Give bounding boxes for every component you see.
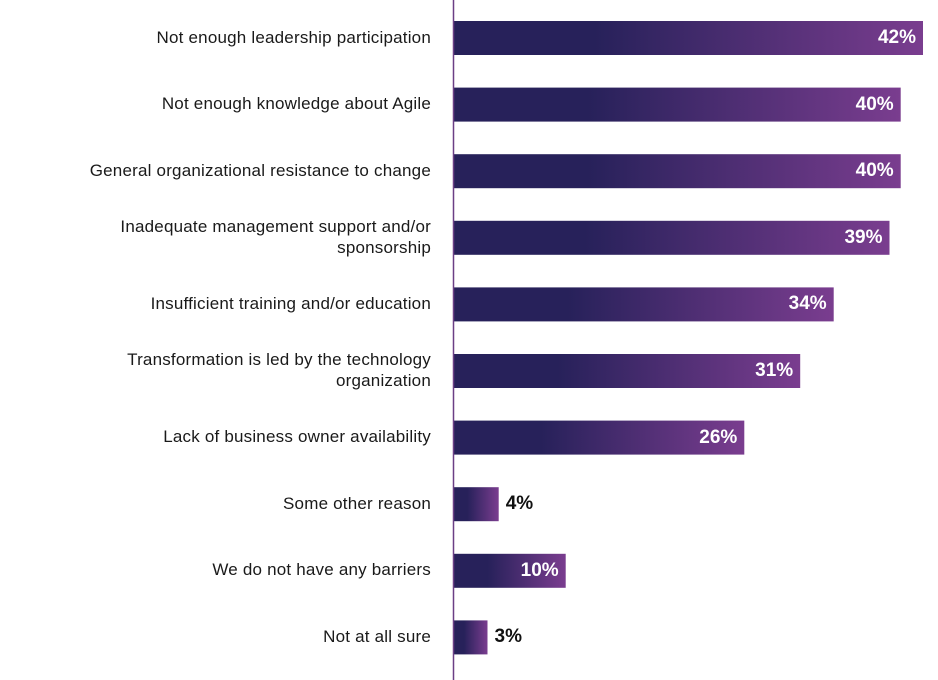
value-label: 26%: [699, 426, 738, 448]
category-label-line: Not enough knowledge about Agile: [161, 94, 431, 114]
category-label: Inadequate management support and/or spon…: [11, 216, 431, 258]
value-label: 4%: [505, 493, 534, 515]
category-label: Not enough knowledge about Agile: [11, 93, 431, 114]
value-label: 3%: [494, 626, 522, 648]
value-label: 42%: [877, 27, 916, 48]
category-label: Some other reason: [11, 493, 431, 514]
value-label: 39%: [844, 226, 883, 248]
bar: [454, 354, 801, 388]
bar: [454, 620, 488, 655]
category-label-line: sponsorship: [337, 237, 431, 257]
category-label-line: Inadequate management support and/or: [120, 216, 431, 236]
category-label-line: Some other reason: [283, 493, 431, 513]
category-label: Not enough leadership participation: [11, 27, 431, 48]
category-label: Lack of business owner availability: [11, 426, 431, 447]
bar: [454, 420, 745, 455]
bars-group: [454, 21, 923, 655]
category-label-line: General organizational resistance to cha…: [89, 160, 431, 180]
category-label-line: Transformation is led by the technology: [127, 350, 431, 369]
category-label: We do not have any barriers: [11, 559, 431, 580]
value-label: 40%: [855, 93, 894, 115]
category-label-line: Not enough leadership participation: [156, 27, 431, 47]
bar: [454, 87, 901, 122]
category-label-line: Not at all sure: [323, 626, 431, 646]
value-label: 34%: [788, 293, 827, 315]
category-label-line: Lack of business owner availability: [163, 427, 431, 447]
bar: [454, 154, 901, 189]
bar: [454, 220, 890, 255]
category-label: Not at all sure: [11, 626, 431, 647]
bar: [454, 21, 923, 55]
value-label: 10%: [520, 559, 559, 581]
category-label-line: organization: [335, 371, 431, 390]
category-label-line: Insufficient training and/or education: [150, 293, 431, 313]
value-label: 31%: [755, 360, 794, 381]
bar: [454, 487, 499, 522]
category-label: Insufficient training and/or education: [11, 293, 431, 314]
bar: [454, 287, 834, 322]
category-label-line: We do not have any barriers: [212, 560, 431, 580]
value-label: 40%: [855, 160, 894, 182]
category-label: Transformation is led by the technology o…: [11, 349, 431, 391]
bar: [454, 553, 566, 588]
category-label: General organizational resistance to cha…: [11, 160, 431, 181]
